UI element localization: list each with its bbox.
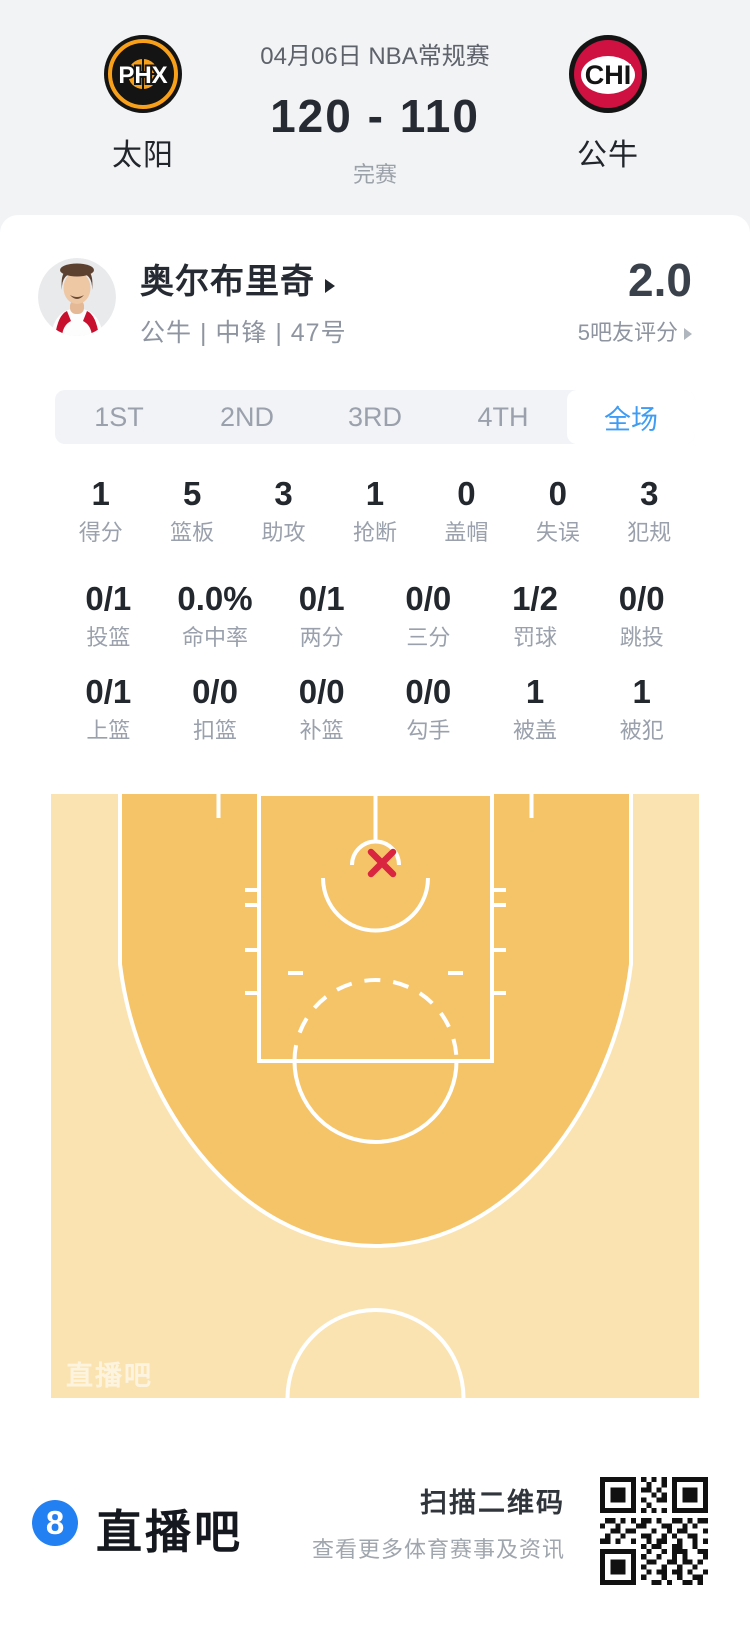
court-watermark: 直播吧 <box>66 1361 153 1391</box>
stat-turnovers: 0 失误 <box>535 475 580 545</box>
phx-abbr: PHX <box>118 62 167 89</box>
stat-fg-pct: 0.0% 命中率 <box>177 580 253 650</box>
stat-assists: 3 助攻 <box>261 475 306 545</box>
stat-fg: 0/1 投篮 <box>85 580 132 650</box>
tab-full-game[interactable]: 全场 <box>567 390 695 444</box>
player-rating: 2.0 <box>628 254 692 306</box>
away-team-name: 公牛 <box>577 139 639 172</box>
stat-fouls: 3 犯规 <box>627 475 672 545</box>
qr-code <box>600 1477 708 1585</box>
player-name-selector[interactable]: 奥尔布里奇 <box>140 260 335 304</box>
stat-hook: 0/0 勾手 <box>405 673 452 743</box>
zhibo8-logo-text: 直播吧 <box>96 1506 243 1558</box>
stat-fouled: 1 被犯 <box>619 673 664 743</box>
stats-row-shooting: 0/1 投篮 0.0% 命中率 0/1 两分 0/0 三分 1/2 罚球 0/0 跳投 <box>55 579 695 653</box>
player-avatar[interactable] <box>38 258 116 336</box>
stat-layup: 0/1 上篮 <box>85 673 132 743</box>
tab-2nd[interactable]: 2ND <box>219 401 274 432</box>
team-home[interactable]: PHX 太阳 <box>63 34 223 174</box>
player-name: 奥尔布里奇 <box>140 263 315 301</box>
match-status: 完赛 <box>352 162 397 187</box>
quarter-tabbar: 1ST 2ND 3RD 4TH 全场 <box>55 390 695 444</box>
chi-abbr: CHI <box>585 60 632 90</box>
match-score: 120 - 110 <box>270 90 480 142</box>
stat-3pt: 0/0 三分 <box>405 580 452 650</box>
chi-team-logo-icon: CHI <box>568 34 648 114</box>
stat-blocks: 0 盖帽 <box>444 475 489 545</box>
home-team-name: 太阳 <box>112 139 174 172</box>
match-header: PHX 太阳 04月06日 NBA常规赛 120 - 110 完赛 CHI 公牛 <box>0 0 750 215</box>
stats-row-basic: 1 得分 5 篮板 3 助攻 1 抢断 0 盖帽 0 失误 3 犯规 <box>55 474 695 548</box>
missed-shot-x-icon[interactable] <box>367 848 397 878</box>
stat-ft: 1/2 罚球 <box>512 580 558 650</box>
tab-4th[interactable]: 4TH <box>477 401 529 432</box>
stat-dunk: 0/0 扣篮 <box>192 673 238 743</box>
stats-row-shot-types: 0/1 上篮 0/0 扣篮 0/0 补篮 0/0 勾手 1 被盖 1 被犯 <box>55 672 695 746</box>
tab-1st[interactable]: 1ST <box>94 401 144 432</box>
player-stats-card: 奥尔布里奇 公牛 | 中锋 | 47号 2.0 5吧友评分 1ST 2ND 3R… <box>0 215 750 1629</box>
shot-chart-court: 直播吧 <box>51 792 699 1399</box>
qr-subtitle: 查看更多体育赛事及资讯 <box>311 1537 565 1562</box>
team-away[interactable]: CHI 公牛 <box>528 34 688 174</box>
rating-link[interactable]: 5吧友评分 <box>578 315 692 347</box>
stat-tipin: 0/0 补篮 <box>298 673 345 743</box>
stat-points: 1 得分 <box>78 475 123 545</box>
rating-link-label: 5吧友评分 <box>577 320 678 345</box>
stat-steals: 1 抢断 <box>352 475 397 545</box>
qr-caption: 扫描二维码 查看更多体育赛事及资讯 <box>312 1481 565 1564</box>
qr-title: 扫描二维码 <box>420 1488 565 1518</box>
stat-jumpshot: 0/0 跳投 <box>618 580 665 650</box>
match-date: 04月06日 NBA常规赛 <box>260 43 490 70</box>
stat-rebounds: 5 篮板 <box>170 475 215 545</box>
stat-2pt: 0/1 两分 <box>298 580 345 650</box>
player-meta: 公牛 | 中锋 | 47号 <box>140 319 347 347</box>
phx-team-logo-icon: PHX <box>103 34 183 114</box>
zhibo8-logo-icon: 8 <box>32 1500 78 1546</box>
rating-arrow-icon <box>684 328 692 340</box>
score-block: 04月06日 NBA常规赛 120 - 110 完赛 <box>185 0 565 189</box>
stat-blocked: 1 被盖 <box>513 673 558 743</box>
player-dropdown-icon <box>325 279 335 293</box>
tab-3rd[interactable]: 3RD <box>347 401 402 432</box>
